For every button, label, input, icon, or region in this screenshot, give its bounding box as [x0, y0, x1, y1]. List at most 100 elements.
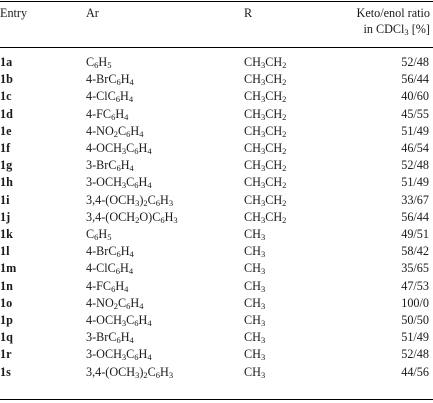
cell-entry: 1l [0, 244, 10, 259]
cell-ratio: 51/49 [401, 175, 429, 190]
cell-entry: 1q [0, 330, 13, 345]
cell-entry: 1p [0, 313, 13, 328]
cell-ar: 4-NO2C6H4 [86, 295, 144, 311]
cell-ar: C6H5 [86, 55, 112, 70]
cell-r: CH3CH2 [244, 209, 287, 225]
cell-r: CH3CH2 [244, 192, 287, 208]
cell-r: CH3 [244, 330, 266, 346]
table-row: 1n 4-FC6H4 CH3 47/53 [0, 278, 433, 295]
cell-r: CH3 [244, 244, 266, 260]
cell-ratio: 56/44 [401, 209, 429, 224]
table-row: 1l 4-BrC6H4 CH3 58/42 [0, 243, 433, 260]
header-r: R [244, 6, 253, 20]
top-rule [0, 1, 433, 2]
cell-ratio: 52/48 [401, 347, 429, 362]
cell-r: CH3 [244, 364, 266, 380]
header-ratio-line1: Keto/enol ratio [356, 6, 430, 20]
cell-entry: 1d [0, 106, 13, 121]
cell-ratio: 46/54 [401, 141, 429, 156]
cell-r: CH3CH2 [244, 175, 287, 191]
cell-ar: 4-FC6H4 [86, 278, 129, 294]
cell-r: CH3CH2 [244, 106, 287, 122]
cell-entry: 1f [0, 141, 11, 156]
table-row: 1m 4-ClC6H4 CH3 35/65 [0, 260, 433, 277]
table-row: 1e 4-NO2C6H4 CH3CH2 51/49 [0, 123, 433, 140]
cell-entry: 1a [0, 55, 13, 69]
cell-ratio: 35/65 [401, 261, 429, 276]
cell-entry: 1o [0, 295, 13, 310]
cell-ar: 3-BrC6H4 [86, 158, 134, 174]
cell-r: CH3CH2 [244, 72, 287, 88]
cell-ar: 3,4-(OCH3)2C6H3 [86, 364, 174, 380]
cell-r: CH3CH2 [244, 141, 287, 157]
cell-ar: 3-OCH3C6H4 [86, 347, 152, 363]
cell-ratio: 52/48 [401, 158, 429, 173]
cell-ratio: 47/53 [401, 278, 429, 293]
table-row: 1q 3-BrC6H4 CH3 51/49 [0, 329, 433, 346]
cell-entry: 1g [0, 158, 13, 173]
cell-ar: C6H5 [86, 227, 112, 243]
cell-ar: 4-ClC6H4 [86, 261, 134, 277]
cell-ar: 3,4-(OCH2O)C6H3 [86, 209, 178, 225]
bottom-rule [0, 399, 433, 400]
cell-r: CH3 [244, 278, 266, 294]
cell-entry: 1b [0, 72, 13, 87]
cell-ar: 4-BrC6H4 [86, 72, 134, 88]
cell-ratio: 33/67 [401, 192, 429, 207]
cell-entry: 1c [0, 89, 12, 104]
cell-r: CH3CH2 [244, 89, 287, 105]
cell-ratio: 52/48 [401, 55, 429, 69]
header-ratio-line2: in CDCl3 [%] [363, 22, 430, 37]
cell-ratio: 58/42 [401, 244, 429, 259]
cell-r: CH3 [244, 261, 266, 277]
header-ar: Ar [86, 6, 99, 20]
table-row: 1o 4-NO2C6H4 CH3 100/0 [0, 295, 433, 312]
cell-r: CH3CH2 [244, 123, 287, 139]
cell-ar: 4-FC6H4 [86, 106, 129, 122]
cell-ar: 4-OCH3C6H4 [86, 313, 152, 329]
cell-ar: 4-NO2C6H4 [86, 123, 144, 139]
table-row: 1j 3,4-(OCH2O)C6H3 CH3CH2 56/44 [0, 209, 433, 226]
cell-ar: 4-ClC6H4 [86, 89, 134, 105]
table-row: 1h 3-OCH3C6H4 CH3CH2 51/49 [0, 174, 433, 191]
cell-ar: 3,4-(OCH3)2C6H3 [86, 192, 174, 208]
table-row: 1d 4-FC6H4 CH3CH2 45/55 [0, 106, 433, 123]
table-row: 1r 3-OCH3C6H4 CH3 52/48 [0, 346, 433, 363]
header-rule [0, 47, 433, 48]
cell-entry: 1n [0, 278, 13, 293]
cell-r: CH3 [244, 347, 266, 363]
cell-ratio: 51/49 [401, 123, 429, 138]
cell-ratio: 100/0 [401, 295, 429, 310]
cell-ratio: 44/56 [401, 364, 429, 379]
table-row: 1a C6H5 CH3CH2 52/48 [0, 54, 433, 71]
cell-r: CH3 [244, 313, 266, 329]
cell-r: CH3CH2 [244, 158, 287, 174]
table-row: 1f 4-OCH3C6H4 CH3CH2 46/54 [0, 140, 433, 157]
header-ratio: Keto/enol ratio in CDCl3 [%] [290, 5, 430, 37]
cell-ratio: 50/50 [401, 313, 429, 328]
cell-ar: 4-BrC6H4 [86, 244, 134, 260]
cell-ratio: 45/55 [401, 106, 429, 121]
data-table: 1a C6H5 CH3CH2 52/48 1b 4-BrC6H4 CH3CH2 56/44 1c… [0, 54, 433, 381]
cell-ar: 3-BrC6H4 [86, 330, 134, 346]
cell-entry: 1i [0, 192, 10, 207]
cell-r: CH3 [244, 295, 266, 311]
table-row: 1p 4-OCH3C6H4 CH3 50/50 [0, 312, 433, 329]
cell-entry: 1e [0, 123, 12, 138]
cell-entry: 1h [0, 175, 13, 190]
cell-ar: 3-OCH3C6H4 [86, 175, 152, 191]
cell-entry: 1m [0, 261, 17, 276]
table-row: 1i 3,4-(OCH3)2C6H3 CH3CH2 33/67 [0, 192, 433, 209]
cell-entry: 1j [0, 209, 11, 224]
cell-entry: 1r [0, 347, 12, 362]
table-row: 1k C6H5 CH3 49/51 [0, 226, 433, 243]
cell-ratio: 51/49 [401, 330, 429, 345]
table-row: 1g 3-BrC6H4 CH3CH2 52/48 [0, 157, 433, 174]
cell-ratio: 49/51 [401, 227, 429, 242]
cell-ratio: 56/44 [401, 72, 429, 87]
cell-entry: 1s [0, 364, 11, 379]
cell-r: CH3 [244, 227, 266, 243]
cell-entry: 1k [0, 227, 13, 242]
table-row: 1c 4-ClC6H4 CH3CH2 40/60 [0, 88, 433, 105]
